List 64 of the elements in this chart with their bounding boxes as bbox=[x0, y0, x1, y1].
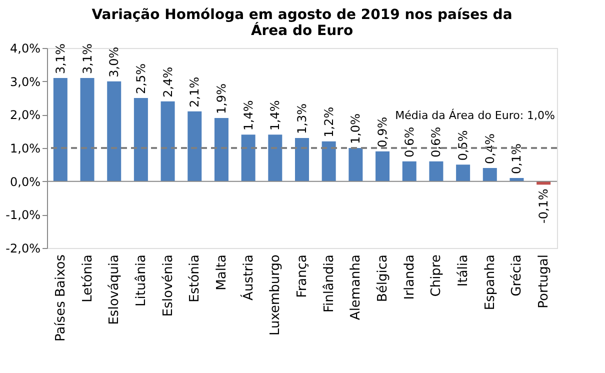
data-label: 3,1% bbox=[80, 44, 94, 74]
x-tick-label: Malta bbox=[214, 254, 230, 290]
x-tick-label: Lituânia bbox=[134, 254, 149, 306]
x-tick-label: Irlanda bbox=[402, 254, 418, 300]
x-tick-label: Alemanha bbox=[348, 254, 364, 320]
x-tick-label: Letónia bbox=[80, 254, 96, 302]
x-tick-label: Grécia bbox=[510, 254, 525, 296]
data-label: 1,9% bbox=[214, 84, 228, 114]
x-tick-label: Luxemburgo bbox=[268, 254, 284, 336]
bar bbox=[241, 134, 256, 182]
data-label: 0,6% bbox=[402, 126, 416, 158]
y-tick-label: 1,0% bbox=[10, 142, 40, 156]
y-tick-label: 0,0% bbox=[10, 174, 40, 189]
y-tick-label: 3,0% bbox=[10, 74, 40, 89]
bar bbox=[188, 111, 202, 182]
bar bbox=[53, 78, 68, 182]
y-tick-label: -1,0% bbox=[6, 208, 40, 222]
bar bbox=[160, 101, 175, 182]
x-tick-label: Eslovénia bbox=[160, 254, 176, 317]
bar bbox=[134, 98, 148, 182]
ref-line-label: Média da Área do Euro: 1,0% bbox=[395, 108, 555, 122]
x-tick-label: Itália bbox=[456, 254, 472, 287]
bar bbox=[429, 161, 444, 182]
bar bbox=[348, 148, 363, 182]
x-tick-label: Estónia bbox=[188, 254, 203, 302]
x-tick-label: Eslováquia bbox=[107, 254, 122, 325]
bar bbox=[214, 118, 228, 182]
data-label: 0,6% bbox=[429, 126, 444, 158]
bar bbox=[402, 161, 416, 182]
bar bbox=[482, 168, 497, 182]
data-label: 1,4% bbox=[268, 100, 282, 131]
x-tick-label: Espanha bbox=[482, 254, 498, 310]
x-tick-label: Áustria bbox=[239, 254, 256, 300]
bar bbox=[80, 78, 94, 182]
data-label: 1,3% bbox=[295, 104, 309, 134]
data-label: -0,1% bbox=[536, 188, 551, 224]
bar bbox=[268, 134, 282, 182]
bar bbox=[322, 141, 336, 182]
y-tick-label: -2,0% bbox=[6, 242, 40, 256]
data-label: 2,4% bbox=[160, 66, 175, 98]
bar bbox=[376, 151, 390, 182]
x-tick-label: Chipre bbox=[429, 254, 444, 297]
data-label: 2,5% bbox=[134, 64, 148, 94]
data-label: 3,1% bbox=[53, 44, 68, 74]
data-label: 0,1% bbox=[510, 144, 524, 174]
chart-title: Variação Homóloga em agosto de 2019 nos países da Área do Euro bbox=[92, 7, 512, 39]
data-label: 0,9% bbox=[376, 116, 390, 148]
data-label: 0,5% bbox=[456, 130, 470, 161]
y-tick-label: 4,0% bbox=[10, 42, 40, 56]
data-label: 1,0% bbox=[348, 114, 363, 144]
data-label: 3,0% bbox=[107, 46, 122, 78]
data-label: 1,4% bbox=[241, 100, 256, 131]
data-label: 2,1% bbox=[188, 76, 202, 108]
x-tick-label: Países Baixos bbox=[53, 254, 68, 342]
bar bbox=[456, 164, 470, 182]
y-tick-label: 2,0% bbox=[10, 108, 40, 122]
x-tick-label: Bélgica bbox=[376, 254, 391, 302]
x-tick-label: Finlândia bbox=[322, 254, 337, 313]
data-label: 1,2% bbox=[322, 106, 336, 138]
x-tick-label: Portugal bbox=[536, 254, 552, 308]
bar bbox=[107, 81, 122, 182]
bar bbox=[295, 138, 309, 182]
x-tick-label: França bbox=[295, 254, 310, 298]
bar bbox=[510, 178, 524, 182]
